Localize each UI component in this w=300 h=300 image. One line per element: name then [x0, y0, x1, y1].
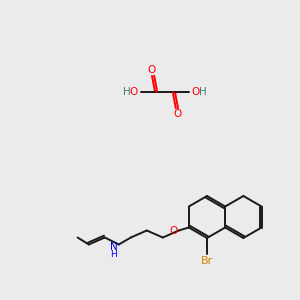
Text: O: O — [192, 87, 200, 97]
Text: Br: Br — [201, 256, 213, 266]
Text: H: H — [110, 250, 117, 259]
Text: O: O — [170, 226, 178, 236]
Text: N: N — [110, 242, 118, 253]
Text: O: O — [174, 109, 182, 119]
Text: H: H — [123, 87, 131, 97]
Text: O: O — [130, 87, 138, 97]
Text: O: O — [148, 65, 156, 75]
Text: H: H — [199, 87, 207, 97]
